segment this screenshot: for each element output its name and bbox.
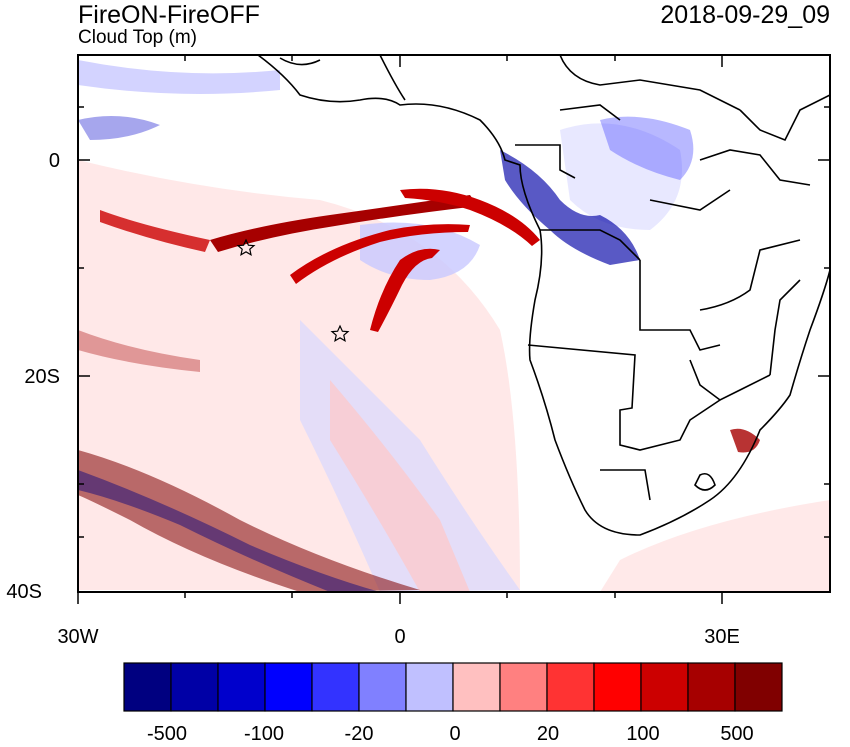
colorbar-swatch (264, 662, 313, 712)
colorbar-label: 100 (626, 723, 660, 745)
colorbar-swatch (640, 662, 689, 712)
star-marker (236, 238, 256, 257)
colorbar-label: 500 (720, 723, 754, 745)
lon-label-0: 0 (394, 626, 406, 648)
colorbar-label: -20 (344, 723, 374, 745)
lon-label-30w: 30W (57, 626, 99, 648)
colorbar-label: 20 (536, 723, 560, 745)
lat-label-20s: 20S (24, 366, 60, 388)
variable-label: Cloud Top (m) (78, 27, 197, 48)
lat-label-0: 0 (48, 150, 60, 172)
ticks (77, 55, 830, 604)
map-field (78, 55, 830, 592)
colorbar-swatch (499, 662, 548, 712)
lat-label-40s: 40S (6, 581, 42, 603)
colorbar-swatch (123, 662, 172, 712)
colorbar (123, 662, 783, 712)
lon-label-30e: 30E (704, 626, 740, 648)
plot-frame (77, 54, 831, 593)
coastlines (257, 55, 830, 536)
colorbar-label: -100 (243, 723, 285, 745)
colorbar-swatch (358, 662, 407, 712)
colorbar-swatch (452, 662, 501, 712)
map-title: FireON-FireOFF (78, 1, 260, 29)
colorbar-swatch (217, 662, 266, 712)
colorbar-swatch (170, 662, 219, 712)
colorbar-label: 0 (449, 723, 461, 745)
marker-layer (236, 238, 350, 343)
colorbar-swatch (593, 662, 642, 712)
colorbar-swatch (734, 662, 783, 712)
colorbar-swatch (687, 662, 736, 712)
colorbar-swatch (311, 662, 360, 712)
star-marker (330, 324, 350, 343)
colorbar-swatch (546, 662, 595, 712)
colorbar-label: -500 (146, 723, 188, 745)
timestamp-label: 2018-09-29_09 (660, 1, 830, 29)
colorbar-swatch (405, 662, 454, 712)
